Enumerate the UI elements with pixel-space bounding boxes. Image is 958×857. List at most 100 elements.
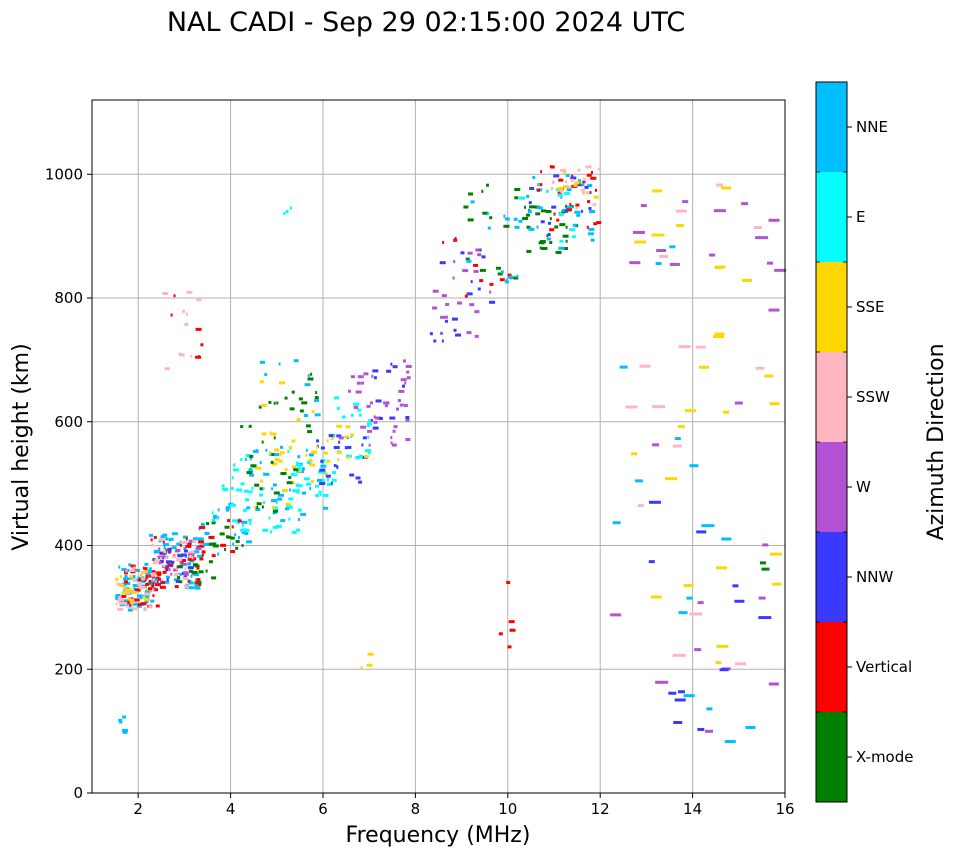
echo-point <box>591 170 594 174</box>
echo-point <box>272 511 277 515</box>
echo-point <box>676 224 685 228</box>
echo-point <box>308 453 314 457</box>
x-axis-label: Frequency (MHz) <box>346 823 531 848</box>
echo-point <box>336 424 343 428</box>
echo-point <box>122 730 128 734</box>
echo-point <box>474 334 479 338</box>
echo-point <box>144 567 148 571</box>
echo-point <box>539 240 546 244</box>
echo-point <box>156 580 159 584</box>
echo-point <box>594 188 597 192</box>
colorbar-category-label: Vertical <box>856 658 912 676</box>
echo-point <box>696 530 707 534</box>
echo-point <box>187 557 194 561</box>
echo-point <box>761 567 770 571</box>
echo-point <box>506 581 511 585</box>
echo-point <box>241 520 248 524</box>
echo-point <box>240 482 245 486</box>
echo-point <box>721 537 732 541</box>
echo-point <box>570 176 577 180</box>
echo-point <box>509 628 516 632</box>
echo-point <box>221 484 225 488</box>
echo-point <box>153 558 156 562</box>
echo-point <box>150 570 156 574</box>
echo-point <box>260 479 264 483</box>
echo-point <box>565 239 568 243</box>
echo-point <box>270 432 277 436</box>
y-axis-label: Virtual height (km) <box>9 343 34 550</box>
echo-point <box>192 539 197 543</box>
echo-point <box>586 173 592 177</box>
echo-point <box>284 396 288 400</box>
echo-point <box>183 549 188 553</box>
echo-point <box>306 482 312 486</box>
echo-point <box>268 400 272 404</box>
echo-point <box>683 584 694 588</box>
echo-point <box>465 257 470 261</box>
echo-point <box>198 570 204 574</box>
echo-point <box>466 292 473 296</box>
echo-point <box>659 254 669 258</box>
echo-point <box>201 553 204 557</box>
echo-point <box>713 209 726 213</box>
echo-point <box>132 602 139 606</box>
echo-point <box>734 401 743 405</box>
echo-point <box>540 170 543 174</box>
echo-point <box>132 607 138 611</box>
echo-point <box>187 566 194 570</box>
echo-point <box>367 652 374 656</box>
echo-point <box>318 490 322 494</box>
echo-point <box>569 202 572 206</box>
echo-point <box>589 209 596 213</box>
echo-point <box>176 542 183 546</box>
echo-point <box>774 268 787 272</box>
echo-point <box>508 620 515 624</box>
echo-point <box>289 446 292 450</box>
echo-point <box>631 452 638 456</box>
echo-point <box>375 416 382 420</box>
echo-point <box>589 191 592 195</box>
echo-point <box>255 508 261 512</box>
echo-point <box>460 251 465 255</box>
echo-point <box>122 715 127 719</box>
echo-point <box>188 552 195 556</box>
echo-point <box>562 185 568 189</box>
echo-point <box>392 365 398 369</box>
echo-point <box>286 504 292 508</box>
echo-point <box>390 362 393 366</box>
echo-point <box>402 359 406 363</box>
echo-point <box>157 555 164 559</box>
echo-point <box>504 217 510 221</box>
echo-point <box>128 599 131 603</box>
echo-point <box>177 572 182 576</box>
echo-point <box>549 228 555 232</box>
echo-point <box>248 490 253 494</box>
echo-point <box>216 516 219 520</box>
echo-point <box>451 317 458 321</box>
echo-point <box>485 183 489 187</box>
echo-point <box>144 592 151 596</box>
echo-point <box>705 729 714 733</box>
echo-point <box>246 471 253 475</box>
echo-point <box>130 568 136 572</box>
echo-point <box>354 405 359 409</box>
echo-point <box>526 249 532 253</box>
echo-point <box>331 478 337 482</box>
echo-point <box>550 165 555 169</box>
echo-point <box>163 543 170 547</box>
echo-point <box>160 557 163 561</box>
echo-point <box>291 530 297 534</box>
echo-point <box>230 550 236 554</box>
echo-point <box>183 574 187 578</box>
echo-point <box>154 559 160 563</box>
echo-point <box>212 544 219 548</box>
echo-point <box>391 443 397 447</box>
echo-point <box>132 575 136 579</box>
echo-point <box>162 533 168 537</box>
echo-point <box>333 464 336 468</box>
echo-point <box>336 451 342 455</box>
echo-point <box>223 488 228 492</box>
echo-point <box>271 505 275 509</box>
colorbar-segment <box>816 442 847 532</box>
echo-point <box>297 508 302 512</box>
